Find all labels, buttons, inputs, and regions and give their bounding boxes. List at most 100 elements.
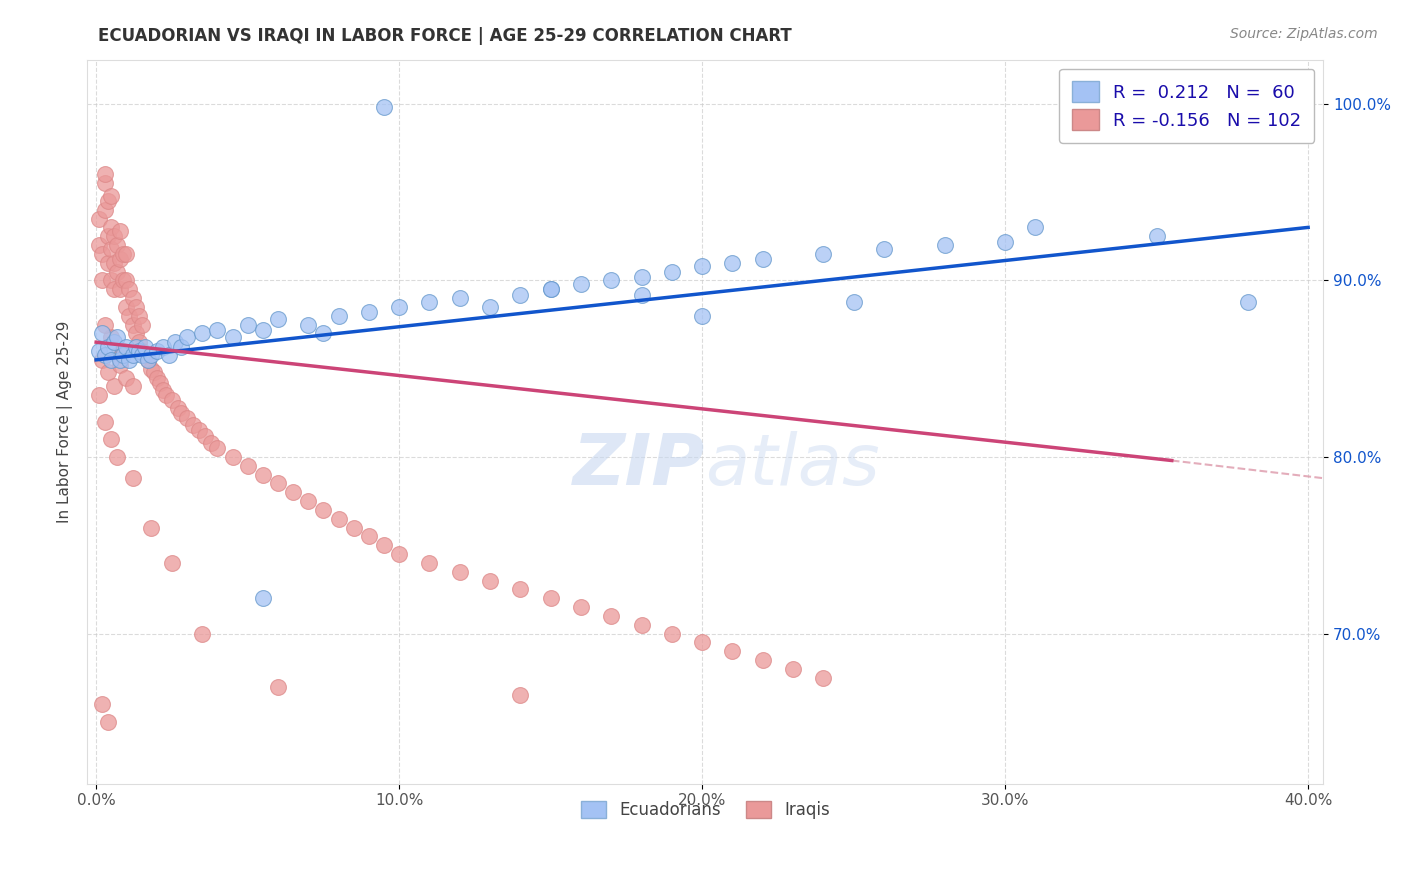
Point <box>569 277 592 291</box>
Point <box>121 291 143 305</box>
Point <box>312 503 335 517</box>
Point <box>181 418 204 433</box>
Point <box>721 644 744 658</box>
Point <box>110 282 132 296</box>
Text: ZIP: ZIP <box>572 431 706 500</box>
Point <box>191 326 214 341</box>
Point <box>721 256 744 270</box>
Point <box>312 326 335 341</box>
Point <box>115 247 138 261</box>
Point <box>94 318 117 332</box>
Point <box>100 188 122 202</box>
Point <box>751 252 773 267</box>
Point <box>373 100 395 114</box>
Point <box>630 287 652 301</box>
Point <box>112 344 135 359</box>
Point <box>121 379 143 393</box>
Point <box>343 521 366 535</box>
Point <box>100 242 122 256</box>
Point <box>91 273 114 287</box>
Text: ECUADORIAN VS IRAQI IN LABOR FORCE | AGE 25-29 CORRELATION CHART: ECUADORIAN VS IRAQI IN LABOR FORCE | AGE… <box>98 27 792 45</box>
Point <box>136 352 159 367</box>
Point <box>267 312 290 326</box>
Point <box>873 242 896 256</box>
Point <box>373 538 395 552</box>
Point <box>103 229 125 244</box>
Point <box>267 680 290 694</box>
Point <box>145 344 167 359</box>
Point <box>91 698 114 712</box>
Point <box>934 238 956 252</box>
Point <box>89 344 111 359</box>
Point <box>207 323 229 337</box>
Point <box>139 361 162 376</box>
Point <box>630 617 652 632</box>
Point <box>105 347 128 361</box>
Point <box>100 352 122 367</box>
Point <box>479 300 502 314</box>
Point <box>91 352 114 367</box>
Point <box>297 318 319 332</box>
Point <box>103 379 125 393</box>
Point <box>357 529 380 543</box>
Point <box>267 476 290 491</box>
Point <box>600 273 623 287</box>
Point <box>540 282 562 296</box>
Point <box>221 450 243 464</box>
Point <box>121 471 143 485</box>
Point <box>813 247 835 261</box>
Point <box>105 450 128 464</box>
Point <box>418 294 440 309</box>
Point <box>124 341 146 355</box>
Point <box>176 330 198 344</box>
Point <box>115 273 138 287</box>
Point <box>200 435 222 450</box>
Point <box>782 662 804 676</box>
Point <box>152 341 174 355</box>
Point <box>115 341 138 355</box>
Point <box>100 330 122 344</box>
Point <box>1024 220 1046 235</box>
Point <box>160 556 183 570</box>
Point <box>128 335 150 350</box>
Point <box>236 458 259 473</box>
Point <box>112 347 135 361</box>
Point <box>509 689 531 703</box>
Point <box>155 388 177 402</box>
Point <box>94 168 117 182</box>
Point <box>149 376 172 390</box>
Point <box>97 256 120 270</box>
Point <box>136 352 159 367</box>
Point <box>97 194 120 208</box>
Point <box>118 282 141 296</box>
Point <box>152 383 174 397</box>
Point <box>188 424 211 438</box>
Point <box>112 273 135 287</box>
Point <box>131 347 153 361</box>
Point <box>630 269 652 284</box>
Point <box>124 326 146 341</box>
Point <box>105 264 128 278</box>
Point <box>121 347 143 361</box>
Point <box>94 415 117 429</box>
Legend: Ecuadorians, Iraqis: Ecuadorians, Iraqis <box>574 795 837 826</box>
Point <box>100 433 122 447</box>
Point <box>357 305 380 319</box>
Point <box>94 202 117 217</box>
Point <box>1146 229 1168 244</box>
Point <box>194 429 217 443</box>
Point <box>1236 294 1258 309</box>
Point <box>388 547 411 561</box>
Point <box>221 330 243 344</box>
Point <box>600 609 623 624</box>
Point <box>100 220 122 235</box>
Point <box>191 626 214 640</box>
Point <box>167 401 190 415</box>
Point <box>751 653 773 667</box>
Point <box>690 309 713 323</box>
Point <box>139 521 162 535</box>
Point <box>509 287 531 301</box>
Point <box>142 365 165 379</box>
Point <box>103 335 125 350</box>
Point <box>842 294 865 309</box>
